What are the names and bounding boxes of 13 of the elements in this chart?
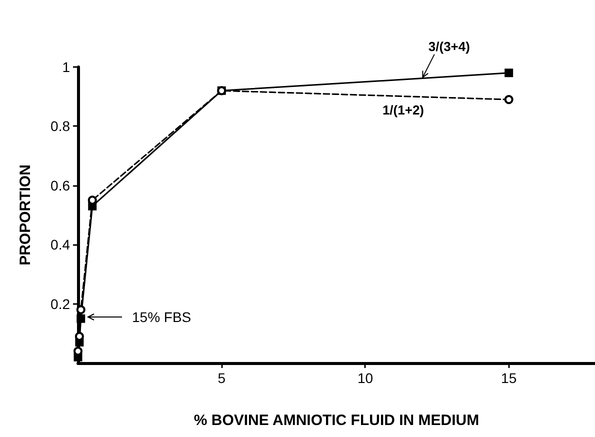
x-tick-label: 5 — [218, 370, 226, 386]
y-axis-title: PROPORTION — [17, 164, 34, 266]
y-tick-label: 0.8 — [50, 118, 70, 134]
y-tick-label: 1 — [62, 59, 70, 75]
annotation: 15% FBS — [132, 309, 192, 325]
series-label: 3/(3+4) — [428, 38, 470, 54]
series-label: 1/(1+2) — [382, 102, 424, 118]
y-tick-label: 0.6 — [50, 177, 70, 194]
x-tick-label: 15 — [501, 370, 517, 386]
y-tick-label: 0.4 — [50, 236, 70, 253]
x-axis-title: % BOVINE AMNIOTIC FLUID IN MEDIUM — [194, 412, 480, 429]
x-tick-label: 10 — [357, 370, 374, 386]
y-tick-label: 0.2 — [50, 296, 70, 312]
